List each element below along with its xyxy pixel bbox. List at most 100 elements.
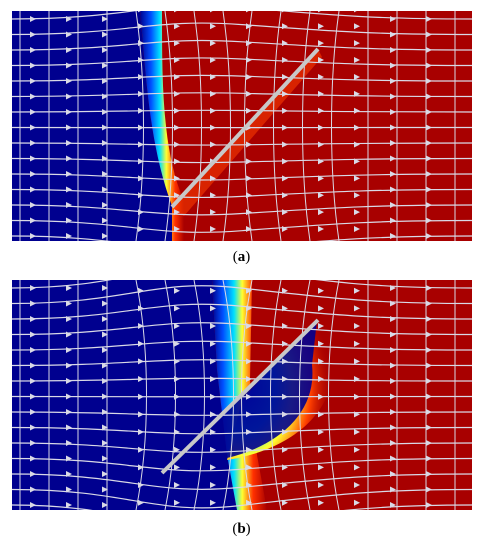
flow-arrow xyxy=(246,429,252,436)
flow-arrow xyxy=(390,393,396,400)
flow-arrow xyxy=(102,424,108,431)
flow-arrow xyxy=(390,155,396,162)
flow-arrow xyxy=(282,464,288,471)
flow-arrow xyxy=(138,23,144,30)
flow-arrow xyxy=(246,287,252,294)
flow-arrow xyxy=(174,90,180,97)
flow-arrow xyxy=(246,57,252,64)
flow-arrow xyxy=(174,107,180,114)
flow-arrow xyxy=(318,305,324,312)
flow-arrow xyxy=(138,499,144,506)
flow-arrow xyxy=(426,440,432,446)
flow-arrow xyxy=(426,140,432,146)
flow-arrow xyxy=(354,73,360,80)
flow-arrow xyxy=(30,93,36,100)
flow-arrow xyxy=(246,376,252,383)
streamlines xyxy=(12,280,472,510)
flow-arrow xyxy=(30,409,36,415)
flow-arrow xyxy=(174,226,180,233)
flow-arrow xyxy=(30,362,36,369)
front-band xyxy=(140,11,184,241)
flow-arrow xyxy=(318,11,321,13)
flow-arrow xyxy=(318,340,324,347)
flow-arrow xyxy=(390,285,396,291)
flow-arrow xyxy=(282,158,288,165)
flow-arrow xyxy=(390,31,396,38)
flow-arrow xyxy=(30,186,36,193)
flow-arrow xyxy=(354,90,360,97)
flow-arrow xyxy=(390,109,396,115)
flow-arrow xyxy=(102,316,108,322)
flow-arrow xyxy=(210,192,216,199)
flow-arrow xyxy=(354,209,360,216)
isoline xyxy=(135,11,144,241)
flow-arrow xyxy=(426,393,432,400)
flow-arrow xyxy=(210,376,216,383)
caption-b: (b) xyxy=(232,521,251,537)
flow-arrow xyxy=(102,31,108,38)
flow-arrow xyxy=(390,378,396,384)
flow-arrow xyxy=(426,171,432,177)
isoline xyxy=(302,11,311,241)
flow-arrow xyxy=(426,233,432,239)
flow-arrow xyxy=(30,109,36,115)
flow-arrow xyxy=(102,155,108,162)
flow-arrow xyxy=(282,23,288,30)
flow-arrow xyxy=(102,186,108,193)
flow-arrow xyxy=(138,323,144,330)
flow-arrow xyxy=(426,347,432,353)
flow-arrow xyxy=(426,285,432,291)
flow-arrow xyxy=(390,16,396,22)
flow-arrow xyxy=(354,446,360,453)
flow-arrow xyxy=(426,124,432,131)
flow-arrow xyxy=(318,499,324,506)
flow-arrow xyxy=(354,192,360,199)
flow-arrow xyxy=(246,141,252,148)
flow-arrow xyxy=(318,358,324,365)
flow-arrow xyxy=(102,362,108,369)
flow-arrow xyxy=(210,209,216,216)
flow-arrow xyxy=(426,155,432,162)
flow-arrow xyxy=(102,440,108,446)
flow-arrow xyxy=(102,202,108,208)
panel-b-field-plot xyxy=(12,280,472,510)
flow-arrow xyxy=(354,124,360,131)
flow-arrow xyxy=(138,107,144,114)
flow-arrow xyxy=(390,300,396,307)
flow-arrow xyxy=(354,40,360,47)
flow-arrow xyxy=(102,486,108,493)
flow-arrow xyxy=(390,217,396,224)
flow-arrow xyxy=(210,446,216,453)
flow-arrow xyxy=(318,209,324,216)
flow-arrow xyxy=(246,411,252,418)
isoline xyxy=(270,280,282,510)
flow-arrow xyxy=(354,340,360,347)
flow-arrow xyxy=(246,175,252,182)
flow-arrow xyxy=(210,57,216,64)
flow-arrow xyxy=(390,362,396,369)
flow-arrow xyxy=(138,464,144,471)
flow-arrow xyxy=(354,323,360,330)
flow-arrow xyxy=(246,11,249,13)
flow-arrow xyxy=(282,411,288,418)
flow-arrow xyxy=(246,340,252,347)
fracture-line xyxy=(160,318,320,475)
isoline xyxy=(164,11,173,241)
flow-arrow xyxy=(210,141,216,148)
flow-arrow xyxy=(138,429,144,436)
flow-arrow xyxy=(390,78,396,84)
flow-arrow xyxy=(354,305,360,312)
flow-arrow xyxy=(66,486,72,493)
flow-arrow xyxy=(426,316,432,322)
flow-arrow xyxy=(30,140,36,146)
flow-arrow xyxy=(102,16,108,22)
flow-arrow xyxy=(390,171,396,177)
flow-arrow xyxy=(210,482,216,489)
flow-arrow xyxy=(282,323,288,330)
flow-arrow xyxy=(426,78,432,84)
flow-arrow xyxy=(138,340,144,347)
flow-arrow xyxy=(246,226,252,233)
flow-arrow xyxy=(390,347,396,353)
flow-arrow xyxy=(102,502,108,508)
flow-arrow xyxy=(246,90,252,97)
